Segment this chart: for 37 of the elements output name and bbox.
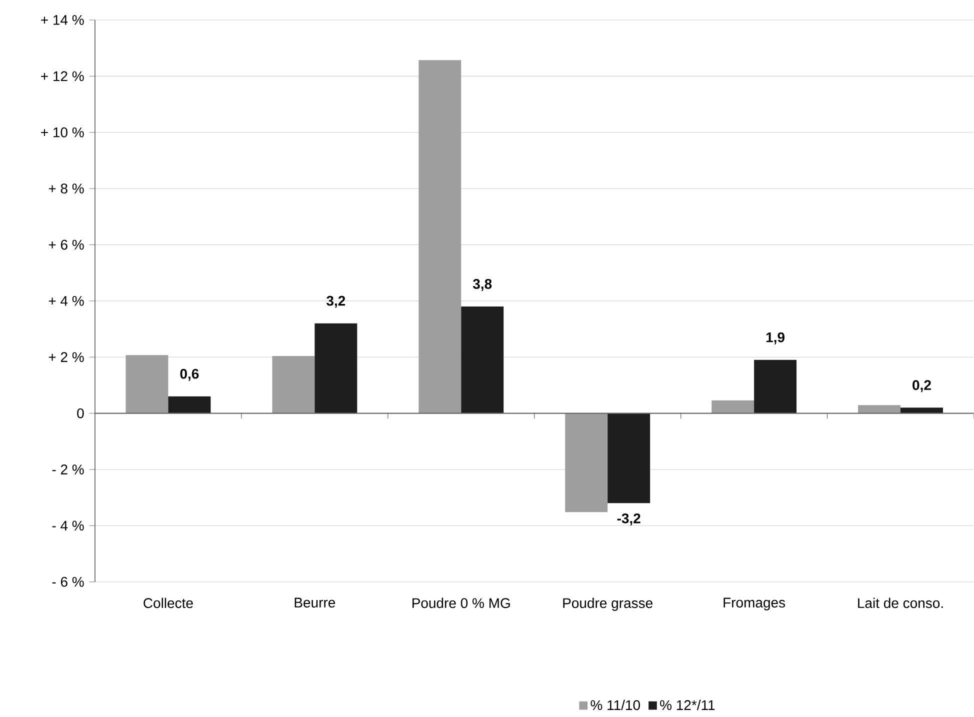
x-tick-label: Beurre xyxy=(294,598,336,608)
y-tick-label: + 4 % xyxy=(48,296,84,306)
data-label: 0,2 xyxy=(912,380,931,392)
bar xyxy=(461,306,504,414)
legend-label: % 12*/11 xyxy=(660,700,715,710)
bar xyxy=(314,323,358,414)
data-label: 0,6 xyxy=(180,368,199,381)
data-label: 1,9 xyxy=(766,332,784,344)
bar xyxy=(608,413,650,503)
y-tick-label: - 2 % xyxy=(52,464,84,474)
y-tick-label: 0 xyxy=(77,408,84,418)
y-tick-label: + 2 % xyxy=(48,352,84,362)
x-tick-label: Lait de conso. xyxy=(858,598,943,608)
y-tick-label: - 6 % xyxy=(52,576,84,587)
data-label: 3,2 xyxy=(326,296,346,308)
x-tick-label: Poudre grasse xyxy=(563,598,652,611)
x-tick-label: Fromages xyxy=(724,598,786,610)
y-tick-label: + 12 % xyxy=(41,71,84,81)
bar xyxy=(126,354,168,414)
bar xyxy=(858,404,901,414)
bar xyxy=(418,60,462,414)
data-label: -3,2 xyxy=(617,513,640,526)
y-tick-label: + 6 % xyxy=(48,240,84,250)
x-tick-label: Poudre 0 % MG xyxy=(412,598,510,608)
y-tick-label: + 14 % xyxy=(41,14,84,25)
y-tick-label: - 4 % xyxy=(52,520,84,530)
bar xyxy=(754,360,797,414)
y-tick-label: + 10 % xyxy=(41,127,84,138)
bar xyxy=(900,407,943,414)
data-label: 3,8 xyxy=(472,278,492,291)
bar xyxy=(565,413,608,512)
bar xyxy=(272,356,315,414)
x-tick-label: Collecte xyxy=(144,598,193,608)
y-tick-label: + 8 % xyxy=(48,183,84,194)
bar xyxy=(168,396,211,414)
bar xyxy=(712,400,754,414)
legend-label: % 11/10 xyxy=(590,700,640,710)
